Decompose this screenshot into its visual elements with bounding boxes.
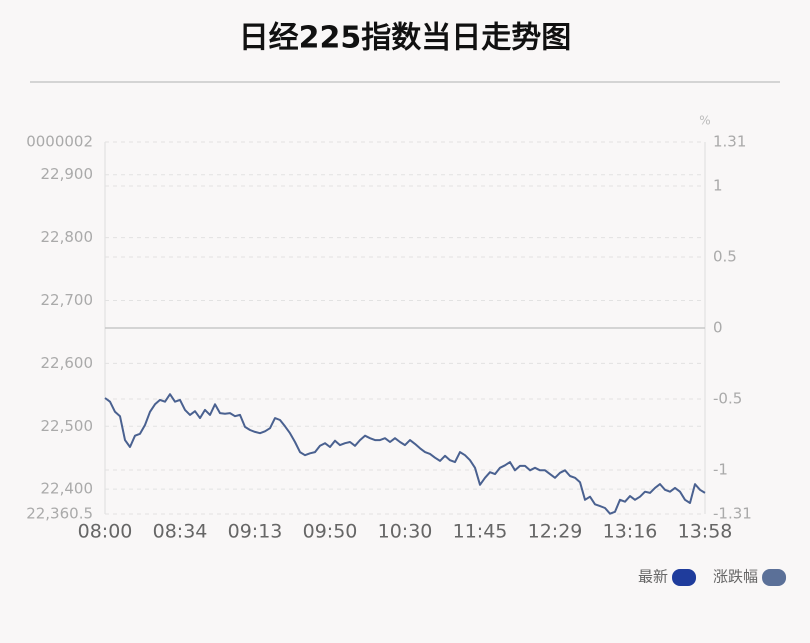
y2-tick-label: 1.31 [713, 133, 746, 151]
legend-swatch [672, 569, 697, 586]
y-tick-label: 22,600 [41, 354, 94, 372]
y-tick-label: 22,800 [41, 228, 94, 246]
y2-tick-label: 1 [713, 177, 723, 195]
legend-swatch [762, 569, 787, 586]
y-tick-label: 22,900 [41, 165, 94, 183]
x-tick-label: 09:13 [228, 521, 283, 543]
x-tick-label: 13:58 [678, 521, 733, 543]
y-tick-label: 22,700 [41, 291, 94, 309]
x-tick-label: 13:16 [603, 521, 658, 543]
x-tick-label: 08:00 [78, 521, 133, 543]
x-tick-label: 11:45 [453, 521, 508, 543]
x-tick-label: 10:30 [378, 521, 433, 543]
y-tick-label: 0000002 [26, 133, 93, 151]
y-tick-label: 22,500 [41, 417, 94, 435]
y2-tick-label: -1 [713, 460, 728, 478]
x-tick-label: 08:34 [153, 521, 208, 543]
x-tick-label: 12:29 [528, 521, 583, 543]
y2-tick-label: 0.5 [713, 248, 737, 266]
price-line [104, 393, 706, 515]
y2-tick-label: -1.31 [713, 505, 752, 523]
legend-label: 最新 [638, 568, 668, 586]
y2-unit: % [699, 114, 710, 128]
x-tick-label: 09:50 [303, 521, 358, 543]
y2-tick-label: 0 [713, 319, 723, 337]
legend-label: 涨跌幅 [713, 568, 758, 586]
chart-title: 日经225指数当日走势图 [239, 21, 572, 56]
y-tick-label: 22,400 [41, 480, 94, 498]
y-tick-label: 22,360.5 [26, 505, 93, 523]
y2-tick-label: -0.5 [713, 389, 742, 407]
